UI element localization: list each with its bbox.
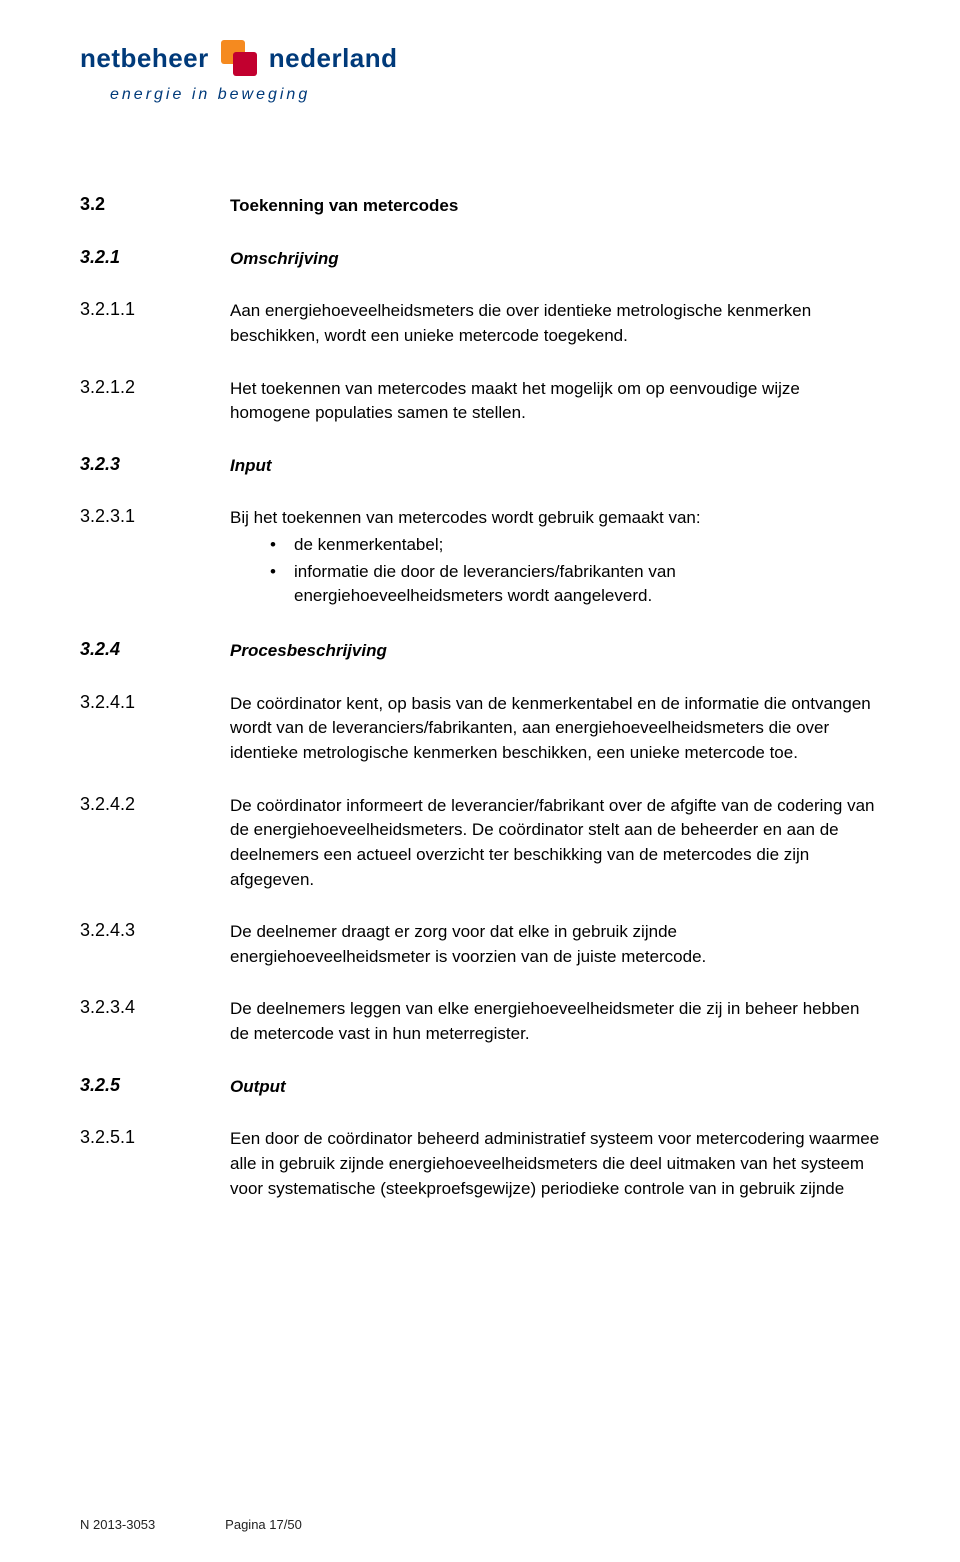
paragraph-row: 3.2.4.3 De deelnemer draagt er zorg voor… [80,920,880,969]
section-number: 3.2.4.2 [80,794,230,815]
section-title: Input [230,454,880,479]
logo-tagline: energie in beweging [110,86,880,104]
page-footer: N 2013-3053 Pagina 17/50 [80,1517,302,1532]
subheading-row: 3.2.1 Omschrijving [80,247,880,272]
section-number: 3.2.1 [80,247,230,268]
section-number: 3.2.4 [80,639,230,660]
section-title: Toekenning van metercodes [230,194,880,219]
section-text: Een door de coördinator beheerd administ… [230,1127,880,1201]
section-text: De coördinator informeert de leverancier… [230,794,880,893]
bullet-list: de kenmerkentabel; informatie die door d… [230,533,880,609]
section-number: 3.2.5 [80,1075,230,1096]
section-title: Output [230,1075,880,1100]
paragraph-row: 3.2.4.2 De coördinator informeert de lev… [80,794,880,893]
document-body: 3.2 Toekenning van metercodes 3.2.1 Omsc… [80,194,880,1201]
section-number: 3.2.3.4 [80,997,230,1018]
section-text: Bij het toekennen van metercodes wordt g… [230,506,880,611]
section-text: De deelnemer draagt er zorg voor dat elk… [230,920,880,969]
section-number: 3.2.1.2 [80,377,230,398]
subheading-row: 3.2.3 Input [80,454,880,479]
paragraph-row: 3.2.5.1 Een door de coördinator beheerd … [80,1127,880,1201]
logo-word-2: nederland [269,43,398,74]
section-number: 3.2.3 [80,454,230,475]
section-number: 3.2.4.3 [80,920,230,941]
intro-text: Bij het toekennen van metercodes wordt g… [230,508,701,527]
section-text: De deelnemers leggen van elke energiehoe… [230,997,880,1046]
footer-page: Pagina 17/50 [225,1517,302,1532]
section-number: 3.2.4.1 [80,692,230,713]
logo-icon [221,40,257,76]
section-number: 3.2.1.1 [80,299,230,320]
section-number: 3.2.5.1 [80,1127,230,1148]
paragraph-row: 3.2.3.1 Bij het toekennen van metercodes… [80,506,880,611]
footer-ref: N 2013-3053 [80,1517,155,1532]
paragraph-row: 3.2.1.1 Aan energiehoeveelheidsmeters di… [80,299,880,348]
section-title: Procesbeschrijving [230,639,880,664]
section-text: Aan energiehoeveelheidsmeters die over i… [230,299,880,348]
logo-block: netbeheer nederland [80,40,880,76]
section-text: De coördinator kent, op basis van de ken… [230,692,880,766]
logo-word-1: netbeheer [80,43,209,74]
list-item: de kenmerkentabel; [270,533,880,558]
section-title: Omschrijving [230,247,880,272]
section-number: 3.2 [80,194,230,215]
subheading-row: 3.2.4 Procesbeschrijving [80,639,880,664]
section-text: Het toekennen van metercodes maakt het m… [230,377,880,426]
paragraph-row: 3.2.4.1 De coördinator kent, op basis va… [80,692,880,766]
subheading-row: 3.2.5 Output [80,1075,880,1100]
heading-row: 3.2 Toekenning van metercodes [80,194,880,219]
list-item: informatie die door de leveranciers/fabr… [270,560,880,609]
logo-text: netbeheer nederland [80,40,398,76]
section-number: 3.2.3.1 [80,506,230,527]
paragraph-row: 3.2.1.2 Het toekennen van metercodes maa… [80,377,880,426]
paragraph-row: 3.2.3.4 De deelnemers leggen van elke en… [80,997,880,1046]
